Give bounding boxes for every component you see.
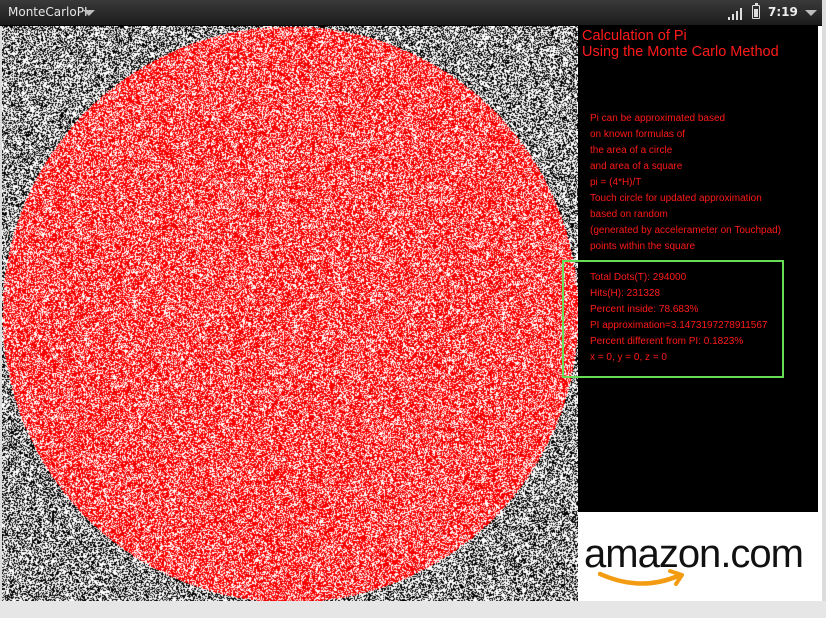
monte-carlo-circle[interactable]: [2, 26, 578, 601]
battery-icon: [752, 3, 760, 19]
description: Pi can be approximated based on known fo…: [590, 111, 781, 255]
amazon-smile-icon: [598, 569, 684, 586]
pi-approximation: PI approximation=3.1473197278911567: [590, 320, 768, 331]
right-edge: [818, 26, 822, 601]
title-line-1: Calculation of Pi: [582, 28, 687, 44]
stats: Total Dots(T): 294000 Hits(H): 231328 Pe…: [590, 270, 767, 366]
menu-arrow-icon[interactable]: [83, 10, 95, 16]
description-line: based on random: [590, 209, 668, 220]
description-line: and area of a square: [590, 161, 683, 172]
amazon-logo: amazon.com: [584, 532, 804, 576]
percent-inside: Percent inside: 78.683%: [590, 304, 699, 315]
description-line: Pi can be approximated based: [590, 113, 726, 124]
description-line: points within the square: [590, 241, 696, 252]
status-bar: MonteCarloPI 7:19: [0, 0, 822, 26]
system-menu-arrow-icon[interactable]: [805, 10, 817, 16]
page-title: Calculation of Pi Using the Monte Carlo …: [582, 28, 779, 60]
clock: 7:19: [768, 5, 798, 19]
description-line: Touch circle for updated approximation: [590, 193, 762, 204]
formula-line: pi = (4*H)/T: [590, 177, 642, 188]
description-line: (generated by accelerameter on Touchpad): [590, 225, 782, 236]
percent-different: Percent different from PI: 0.1823%: [590, 336, 744, 347]
description-line: on known formulas of: [590, 129, 686, 140]
hits: Hits(H): 231328: [590, 288, 661, 299]
bottom-bar: [0, 601, 826, 618]
accelerometer-readout: x = 0, y = 0, z = 0: [590, 352, 667, 363]
title-line-2: Using the Monte Carlo Method: [582, 44, 779, 60]
total-dots: Total Dots(T): 294000: [590, 272, 687, 283]
system-status[interactable]: 7:19: [726, 0, 822, 25]
description-line: the area of a circle: [590, 145, 673, 156]
logo-suffix: .com: [720, 532, 804, 576]
stats-box: [562, 260, 784, 378]
app-title[interactable]: MonteCarloPI: [8, 5, 88, 19]
info-panel: Calculation of Pi Using the Monte Carlo …: [562, 26, 818, 512]
logo-brand: amazon: [584, 532, 721, 576]
signal-icon: [728, 7, 744, 20]
amazon-ad[interactable]: amazon.com: [578, 512, 818, 601]
